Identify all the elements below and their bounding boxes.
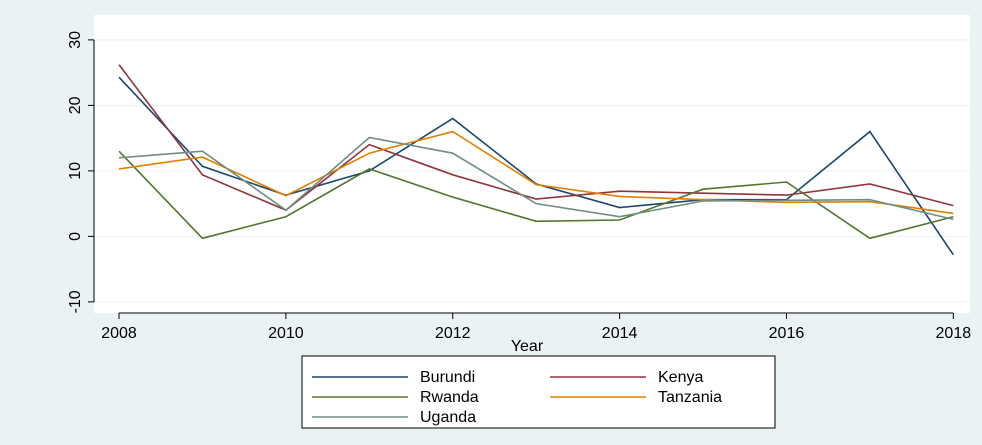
plot-area xyxy=(94,15,970,313)
series-line xyxy=(118,130,954,215)
x-tick-label: 2008 xyxy=(101,325,137,342)
y-tick-label: -10 xyxy=(67,290,84,313)
x-tick-label: 2016 xyxy=(769,325,805,342)
x-tick-label: 2010 xyxy=(268,325,304,342)
legend-label: Uganda xyxy=(420,409,476,426)
y-tick-label: 10 xyxy=(67,162,84,180)
x-tick-label: 2012 xyxy=(435,325,471,342)
y-tick-label: 0 xyxy=(67,232,84,241)
legend-label: Tanzania xyxy=(658,389,722,406)
x-tick-label: 2018 xyxy=(936,325,972,342)
y-tick-label: 20 xyxy=(67,96,84,114)
legend-label: Rwanda xyxy=(420,389,479,406)
y-tick-label: 30 xyxy=(67,31,84,49)
x-tick-label: 2014 xyxy=(602,325,638,342)
x-axis-label: Year xyxy=(511,338,544,355)
legend-label: Burundi xyxy=(420,369,475,386)
series-line xyxy=(118,136,954,221)
legend-box xyxy=(301,355,776,429)
legend-label: Kenya xyxy=(658,369,703,386)
series-line xyxy=(118,64,954,212)
